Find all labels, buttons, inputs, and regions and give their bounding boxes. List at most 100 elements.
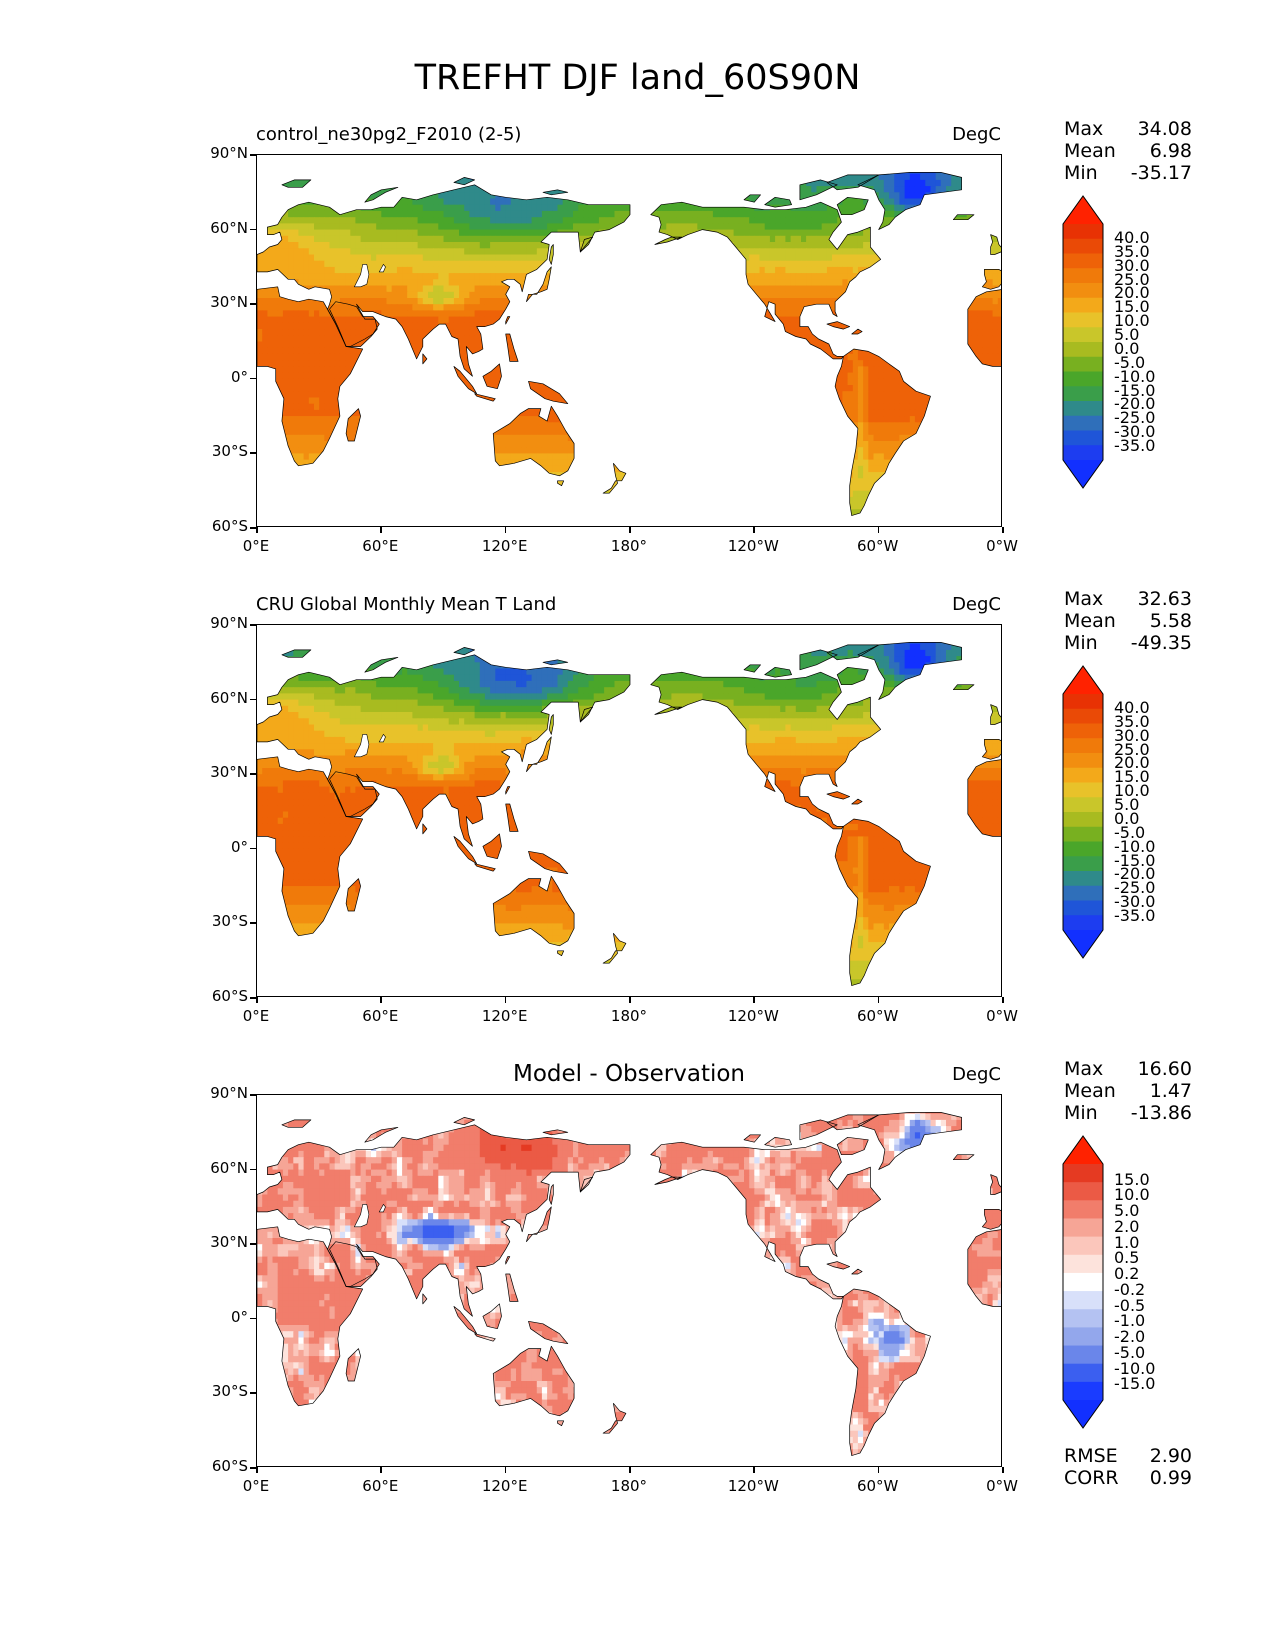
lon-tick-mark: [753, 1467, 755, 1473]
coastline-arabia: [329, 1241, 380, 1287]
colorbar-tick-label: 15.0: [1114, 1171, 1150, 1188]
coastline-cuba: [826, 791, 851, 800]
lon-tick-mark: [877, 527, 880, 533]
colorbar-bin: [1063, 1381, 1103, 1401]
colorbar-tick-label: -30.0: [1114, 424, 1155, 440]
map-model: [256, 154, 1002, 527]
lon-tick-label: 0°E: [221, 1007, 291, 1025]
stats-box: Max 34.08 Mean 6.98 Min -35.17: [1064, 118, 1192, 184]
colorbar-bin: [1063, 268, 1103, 284]
colorbar-bin: [1063, 445, 1103, 461]
lon-tick-mark: [380, 997, 382, 1003]
coastline-png: [528, 1320, 569, 1345]
coastline-novayaZemlya: [364, 656, 399, 673]
coastline-arcticIslands: [799, 649, 838, 671]
colorbar-tick-label: -5.0: [1114, 354, 1145, 371]
colorbar-over-extension: [1063, 1136, 1103, 1164]
lat-tick-label: 60°S: [188, 517, 248, 535]
coastline-srilanka: [422, 823, 428, 835]
coastline-newsiberian: [542, 1129, 569, 1136]
mean-value: 6.98: [1150, 140, 1192, 162]
metrics-box: RMSE 2.90 CORR 0.99: [1064, 1445, 1192, 1489]
colorbar-tick-label: -0.5: [1114, 1297, 1145, 1314]
coastline-eurasia: [257, 1124, 631, 1317]
coastline-greenland: [857, 172, 962, 230]
coastline-victoria: [764, 666, 792, 678]
colorbar-bin: [1063, 386, 1103, 402]
coastline-arcticIslands: [799, 179, 838, 201]
max-value: 16.60: [1138, 1058, 1192, 1080]
lat-tick-label: 90°N: [188, 144, 248, 162]
coastline-australia: [492, 405, 575, 477]
lat-tick-label: 30°N: [188, 763, 248, 781]
min-value: -49.35: [1131, 632, 1192, 654]
lat-tick-label: 60°N: [188, 219, 248, 237]
lon-tick-mark: [877, 997, 880, 1003]
coastline-borneo: [482, 1303, 502, 1330]
coastline-greenland: [857, 642, 962, 700]
lon-tick-mark: [1002, 527, 1004, 533]
coastline-sakhalin: [548, 1184, 554, 1205]
coastline-png: [528, 380, 569, 405]
lon-tick-label: 120°E: [470, 537, 540, 555]
colorbar-bin: [1063, 1254, 1103, 1274]
coastline-japan: [526, 1206, 552, 1243]
lon-tick-label: 0°W: [967, 537, 1037, 555]
colorbar-bin: [1063, 753, 1103, 769]
coastline-sakhalin: [548, 714, 554, 735]
lat-tick-label: 30°S: [188, 1382, 248, 1400]
panel-observation: CRU Global Monthly Mean T Land DegC 90°N…: [0, 470, 1275, 1025]
lat-tick-label: 60°S: [188, 1457, 248, 1475]
colorbar-tick-label: 15.0: [1114, 299, 1150, 315]
coastline-hispaniola: [851, 328, 863, 335]
colorbar-tick-label: 10.0: [1114, 1187, 1150, 1203]
colorbar-bin: [1063, 224, 1103, 240]
lat-tick-label: 30°S: [188, 912, 248, 930]
units-label: DegC: [952, 1064, 1001, 1085]
colorbar-bin: [1063, 401, 1103, 417]
colorbar-bin: [1063, 1182, 1103, 1201]
lake-outline: [378, 263, 386, 273]
coastline-iceland: [952, 684, 975, 691]
colorbar: [1062, 665, 1104, 959]
colorbar-bin: [1063, 1218, 1103, 1238]
panel-title: control_ne30pg2_F2010 (2-5): [256, 124, 521, 145]
colorbar-tick-label: 40.0: [1114, 229, 1150, 246]
panel-title: CRU Global Monthly Mean T Land: [256, 594, 556, 615]
colorbar-tick-label: 10.0: [1114, 783, 1150, 799]
lake-outline: [353, 734, 370, 758]
coastline-baffin: [836, 666, 869, 686]
lon-tick-mark: [1002, 997, 1004, 1003]
land-field: [257, 1112, 1001, 1456]
min-label: Min: [1064, 162, 1098, 184]
coastline-png: [528, 850, 569, 875]
lon-tick-label: 0°W: [967, 1477, 1037, 1495]
coastline-arabia: [329, 771, 380, 817]
max-value: 32.63: [1138, 588, 1192, 610]
colorbar-bin: [1063, 856, 1103, 872]
colorbar-tick-label: 20.0: [1114, 755, 1150, 771]
rmse-value: 2.90: [1150, 1445, 1192, 1467]
colorbar-tick-label: 40.0: [1114, 699, 1150, 716]
coastline-tasmania: [557, 950, 565, 957]
colorbar-under-extension: [1063, 930, 1103, 958]
colorbar-bin: [1063, 885, 1103, 901]
coastline-eurasia: [257, 654, 631, 847]
lat-tick-label: 30°N: [188, 1233, 248, 1251]
coastline-japan: [526, 266, 552, 303]
lat-tick-label: 0°: [188, 1308, 248, 1326]
colorbar-bin: [1063, 1200, 1103, 1219]
rmse-label: RMSE: [1064, 1445, 1118, 1467]
lat-tick-label: 90°N: [188, 614, 248, 632]
lat-tick-mark: [250, 527, 256, 529]
colorbar-tick-label: -5.0: [1114, 1344, 1145, 1361]
lake-outline: [353, 1204, 370, 1228]
lat-tick-mark: [250, 1243, 256, 1245]
lake-outline: [378, 1203, 386, 1213]
coastline-philippines: [505, 1273, 519, 1302]
colorbar-bin: [1063, 767, 1103, 783]
coastline-taiwan: [505, 786, 511, 795]
lon-tick-mark: [1002, 1467, 1004, 1473]
coastline-namerica: [650, 1141, 882, 1300]
coastline-madagascar: [345, 878, 361, 912]
